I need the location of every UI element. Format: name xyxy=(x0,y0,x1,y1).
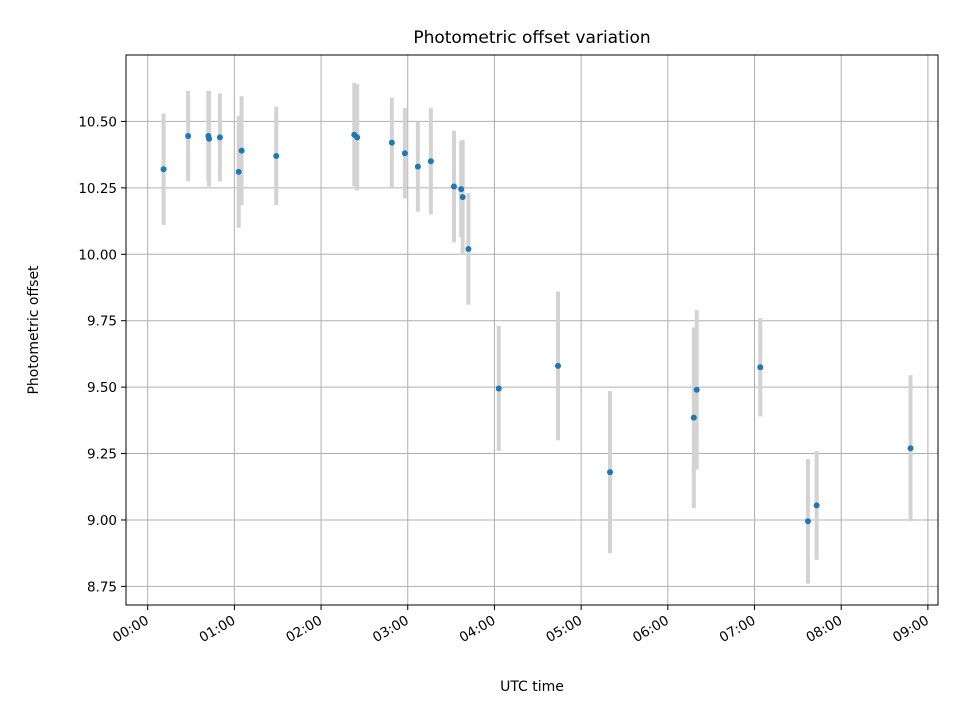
data-point xyxy=(907,445,914,452)
data-point xyxy=(427,158,434,165)
data-point xyxy=(185,133,192,140)
y-tick-label: 8.75 xyxy=(87,579,117,595)
grid xyxy=(126,55,938,605)
data-point xyxy=(693,386,700,393)
plot-frame xyxy=(125,54,939,606)
data-point xyxy=(414,163,421,170)
y-tick-label: 10.25 xyxy=(78,181,117,197)
data-point xyxy=(354,134,361,141)
y-tick-label: 10.50 xyxy=(78,114,117,130)
data-point xyxy=(555,362,562,369)
data-point xyxy=(401,150,408,157)
data-point xyxy=(160,166,167,173)
y-axis-ticks: 8.75 9.00 9.25 9.50 9.75 10.00 10.25 10.50 xyxy=(78,114,126,595)
x-axis-label: UTC time xyxy=(500,679,564,695)
data-point xyxy=(458,186,465,193)
data-point xyxy=(450,183,457,190)
data-point xyxy=(757,364,764,371)
data-point xyxy=(690,414,697,421)
data-point xyxy=(607,469,614,476)
data-point xyxy=(273,152,280,159)
data-point xyxy=(813,502,820,509)
data-point xyxy=(465,245,472,252)
y-tick-label: 9.25 xyxy=(87,447,117,463)
y-tick-label: 10.00 xyxy=(78,247,117,263)
y-axis-label: Photometric offset xyxy=(26,265,42,395)
data-point xyxy=(235,168,242,175)
data-point xyxy=(206,135,213,142)
data-point xyxy=(804,518,811,525)
y-tick-label: 9.00 xyxy=(87,513,117,529)
chart-title: Photometric offset variation xyxy=(413,28,650,48)
y-tick-label: 9.50 xyxy=(87,380,117,396)
data-point xyxy=(216,134,223,141)
y-tick-label: 9.75 xyxy=(87,314,117,330)
data-point xyxy=(238,147,245,154)
data-point xyxy=(388,139,395,146)
data-point xyxy=(495,385,502,392)
data-point xyxy=(459,194,466,201)
data-points xyxy=(160,131,914,525)
